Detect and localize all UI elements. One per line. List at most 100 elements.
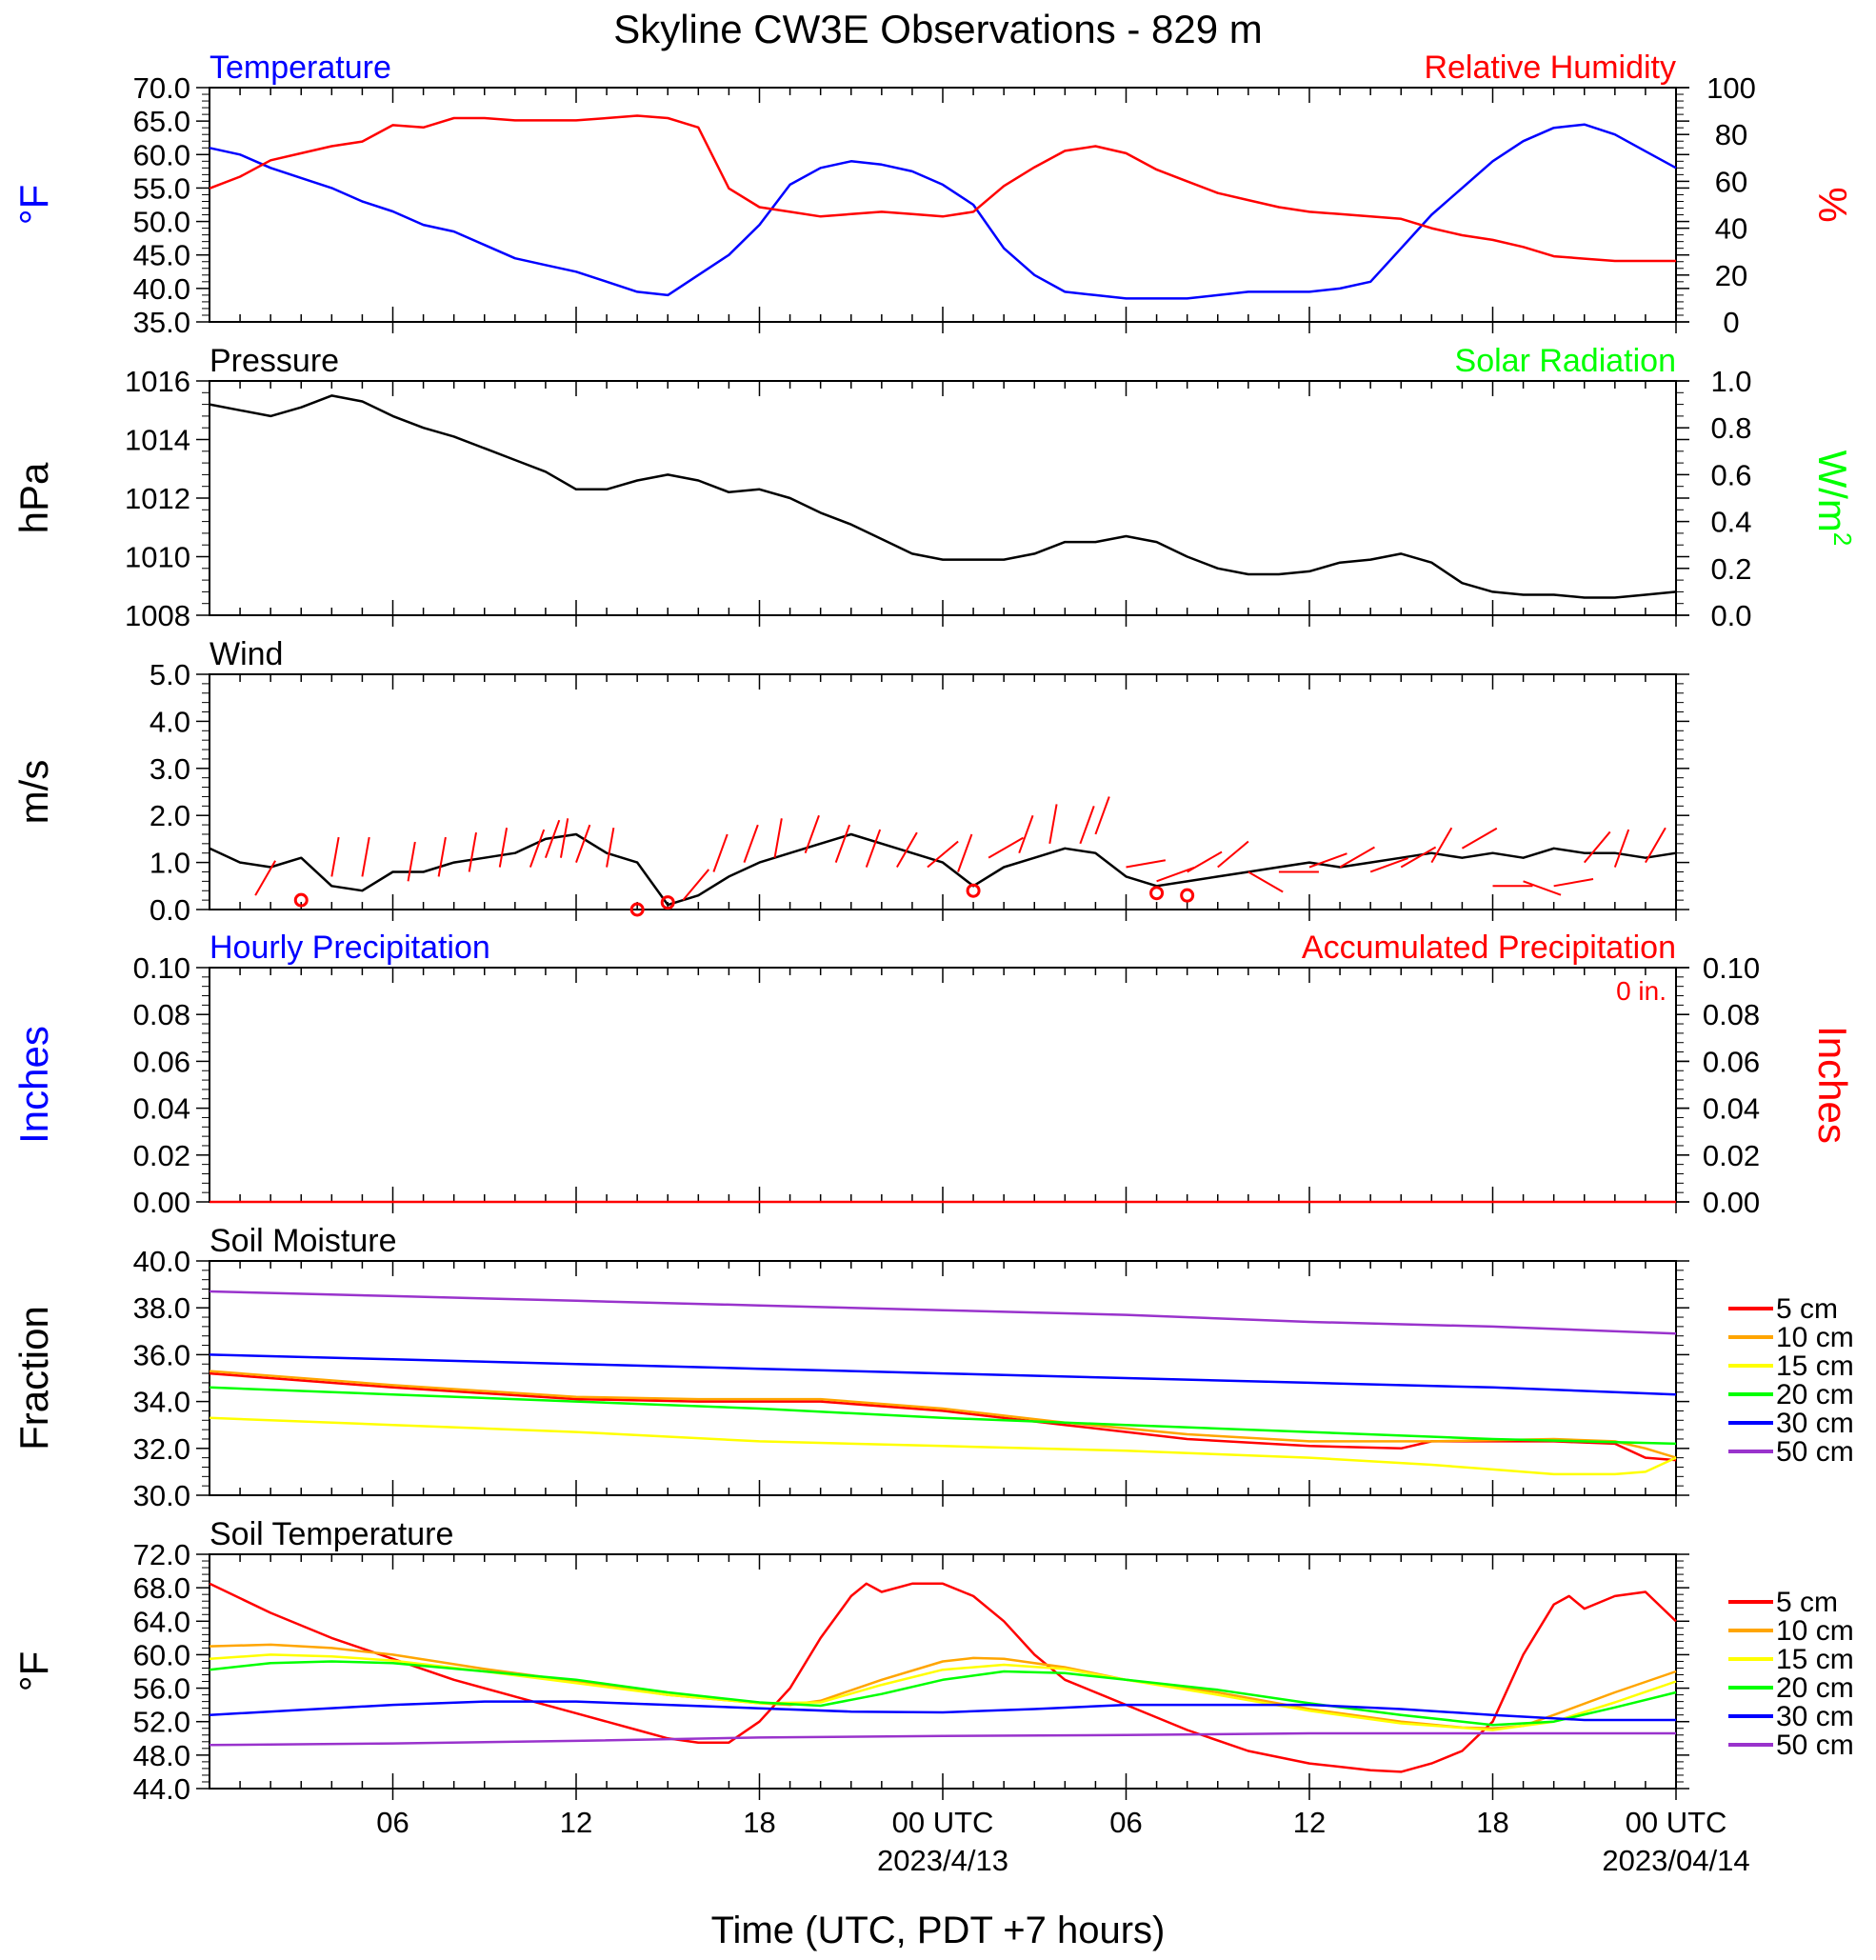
y-tick-label: 55.0 [133,171,190,205]
panel-title-left: Soil Moisture [210,1223,397,1259]
calm-marker [1180,888,1195,903]
y-tick-label: 44.0 [133,1772,190,1806]
wind-barb [712,833,728,872]
panel-title-left: Temperature [210,50,391,86]
wind-barb [1369,857,1408,873]
wind-barb [1156,867,1195,883]
y-tick-label: 60.0 [133,1638,190,1671]
y-tick-label: 0.06 [133,1045,190,1078]
y-tick-label: 52.0 [133,1706,190,1739]
y-tick-label: 48.0 [133,1739,190,1772]
wind-barb [361,836,370,877]
y-tick-label: 1008 [125,599,190,632]
series-line [209,1290,1677,1335]
wind-barb [896,831,918,869]
y-axis-label-right: % [1810,187,1855,222]
y-tick-label: 1012 [125,482,190,515]
wind-barb [1048,804,1058,845]
y-axis-label-left: Fraction [11,1306,56,1450]
legend-label: 30 cm [1776,1408,1854,1439]
chart-panels: 35.040.045.050.055.060.065.070.002040608… [11,50,1857,1806]
y-axis-label-left: hPa [11,462,56,533]
panel-title-right: Accumulated Precipitation [1302,930,1676,966]
panel-temp_rh: 35.040.045.050.055.060.065.070.0 0 20 40 60 8… [11,50,1855,339]
y-tick-label: 56.0 [133,1672,190,1706]
wind-barb [559,818,569,858]
legend-label: 15 cm [1776,1644,1854,1675]
y-tick-label: 1010 [125,541,190,574]
series-line [209,1416,1677,1476]
y-tick-label: 1014 [125,424,190,457]
wind-barb [927,840,959,869]
y-tick-label: 1.0 [150,847,190,880]
x-tick-date: 2023/4/13 [877,1844,1008,1877]
wind-barb [1187,850,1223,873]
wind-barb [1553,878,1594,888]
series-line [209,1353,1677,1396]
panel-title-left: Soil Temperature [210,1516,453,1552]
series-line [209,832,1677,907]
wind-barb [1308,852,1347,869]
series-line [209,1643,1677,1730]
y-tick-label: 68.0 [133,1571,190,1605]
y-tick-label-right: 0.10 [1703,951,1760,985]
wind-barb [330,836,340,877]
y-tick-label-right: 0.6 [1710,458,1751,491]
wind-barb [743,824,759,863]
calm-marker [966,883,981,898]
y-axis-label-right: W/m2 [1810,450,1857,547]
y-tick-label-right: 40 [1715,212,1747,246]
x-tick-label: 06 [376,1806,409,1839]
figure-title: Skyline CW3E Observations - 829 m [613,7,1263,51]
wind-barb [1430,827,1453,864]
wind-barb [1079,806,1095,845]
legend-label: 50 cm [1776,1436,1854,1468]
wind-barb [407,841,416,882]
y-tick-label: 0.0 [150,893,190,927]
legend-label: 5 cm [1776,1293,1838,1325]
y-tick-label: 3.0 [150,752,190,786]
calm-marker [629,902,645,917]
y-tick-label-right: 0.2 [1710,552,1751,586]
panel-soil_temp: 44.048.052.056.060.064.068.072.0 Soil Tem… [11,1516,1854,1806]
wind-barb [606,828,615,868]
wind-barb [437,836,447,877]
wind-barb [865,829,882,868]
y-tick-label: 50.0 [133,206,190,239]
wind-barb [1461,827,1498,850]
calm-marker [293,892,309,908]
y-tick-label-right: 0.04 [1703,1092,1760,1126]
wind-barb [468,831,477,872]
legend-label: 10 cm [1776,1322,1854,1353]
y-tick-label: 0.02 [133,1139,190,1172]
y-tick-label: 0.08 [133,998,190,1031]
wind-barb [544,819,561,859]
y-tick-label-right: 0 [1723,306,1739,339]
panel-frame [209,967,1677,1203]
wind-barb [1247,870,1284,893]
x-tick-label: 00 UTC [1626,1806,1727,1839]
series-line [209,1386,1677,1446]
wind-barb [1217,840,1249,869]
y-tick-label: 72.0 [133,1538,190,1571]
wind-barb [498,828,509,868]
legend-label: 30 cm [1776,1701,1854,1732]
series-line [209,1371,1677,1462]
x-tick-label: 06 [1109,1806,1142,1839]
legend-label: 20 cm [1776,1379,1854,1410]
wind-barb [1613,829,1630,868]
x-tick-label: 18 [1476,1806,1508,1839]
y-tick-label: 65.0 [133,105,190,138]
y-axis-label-superscript: 2 [1828,532,1857,546]
wind-barb [529,829,546,868]
y-axis-label-left: °F [11,185,56,225]
series-line [209,1731,1676,1747]
y-axis-label-right: Inches [1810,1026,1855,1144]
y-axis-label-left: m/s [11,760,56,825]
panel-title-left: Hourly Precipitation [210,930,490,966]
panel-title-left: Wind [210,636,283,672]
y-tick-label: 32.0 [133,1432,190,1466]
y-tick-label: 0.10 [133,951,190,985]
x-tick-label: 12 [1293,1806,1326,1839]
